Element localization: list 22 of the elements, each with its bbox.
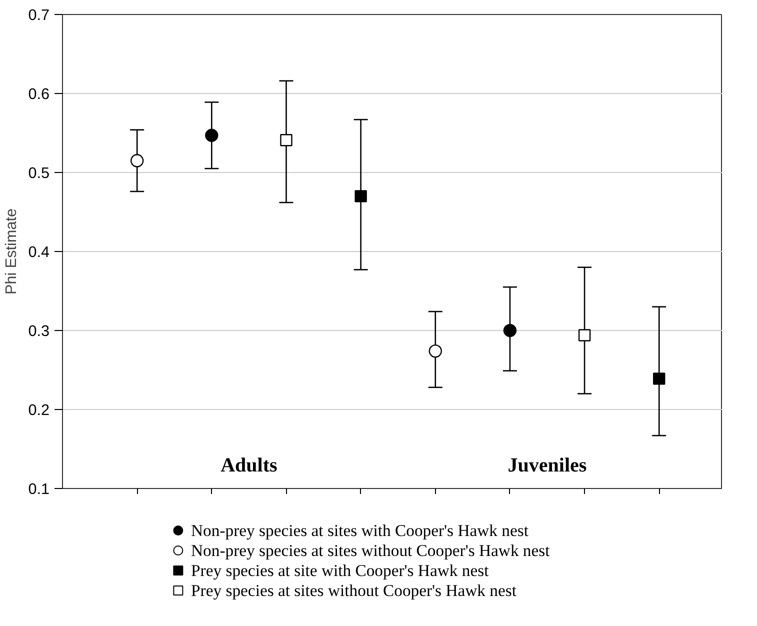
y-tick-label: 0.4 (28, 244, 50, 261)
point (205, 128, 218, 142)
point (428, 344, 442, 358)
point (280, 134, 292, 146)
point (653, 372, 666, 385)
legend-label: Prey species at sites without Cooper's Hawk nest (191, 581, 517, 600)
y-tick-label: 0.2 (28, 402, 50, 419)
y-axis-title: Phi Estimate (3, 208, 20, 295)
point (354, 190, 367, 202)
annotation: Juveniles (508, 454, 587, 476)
point (503, 324, 517, 338)
y-tick-label: 0.1 (28, 481, 50, 498)
annotation: Adults (220, 454, 278, 476)
y-tick-label: 0.5 (28, 165, 50, 182)
legend-label: Non-prey species at sites without Cooper's Hawk nest (191, 541, 550, 560)
y-tick-label: 0.7 (28, 7, 50, 24)
legend-label: Non-prey species at sites with Cooper's Hawk nest (191, 521, 529, 540)
y-tick-label: 0.6 (28, 86, 50, 103)
point (578, 329, 591, 342)
point (130, 154, 144, 168)
legend-label: Prey species at site with Cooper's Hawk nest (191, 561, 490, 580)
y-tick-label: 0.3 (28, 323, 50, 340)
